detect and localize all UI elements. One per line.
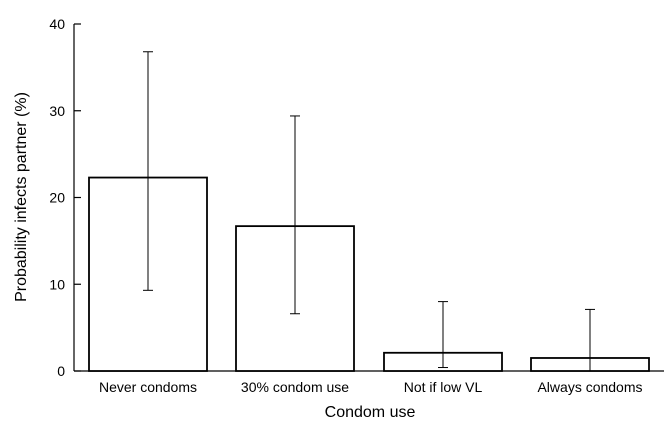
error-bars: [143, 51, 595, 371]
y-tick-label: 20: [49, 190, 65, 206]
x-tick-labels: Never condoms 30% condom use Not if low VL…: [99, 379, 643, 395]
y-tick-label: 30: [49, 103, 65, 119]
y-axis-title: Probability infects partner (%): [13, 92, 30, 302]
y-axis: 0 10 20 30 40: [49, 16, 81, 379]
x-tick-label: 30% condom use: [241, 379, 349, 395]
x-tick-label: Never condoms: [99, 379, 197, 395]
x-tick-label: Always condoms: [537, 379, 642, 395]
y-ticks: 0 10 20 30 40: [49, 16, 81, 379]
y-tick-label: 0: [57, 363, 65, 379]
bars: [88, 176, 650, 372]
y-tick-label: 10: [49, 276, 65, 292]
x-tick-label: Not if low VL: [404, 379, 483, 395]
x-axis-title: Condom use: [325, 404, 416, 421]
y-tick-label: 40: [49, 16, 65, 32]
